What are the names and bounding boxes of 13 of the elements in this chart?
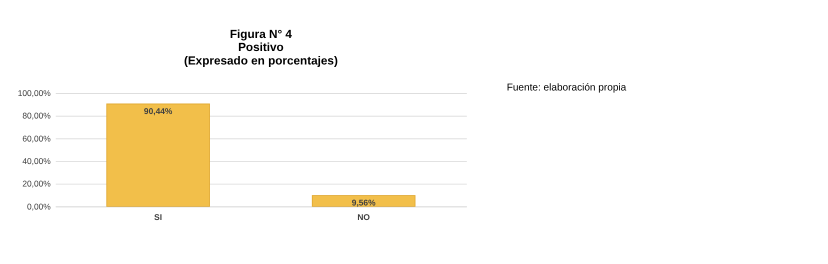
source-note: Fuente: elaboración propia bbox=[506, 82, 627, 94]
y-tick-label: 80,00% bbox=[22, 110, 52, 121]
x-tick-label: NO bbox=[357, 212, 370, 222]
chart-title: Figura N° 4 bbox=[230, 28, 292, 41]
y-tick-label: 60,00% bbox=[22, 133, 52, 144]
chart-subtitle: Positivo (Expresado en porcentajes) bbox=[184, 41, 338, 68]
y-tick-label: 20,00% bbox=[22, 178, 52, 189]
data-label: 90,44% bbox=[144, 106, 173, 116]
y-tick-label: 100,00% bbox=[18, 88, 52, 98]
y-tick-label: 40,00% bbox=[22, 156, 52, 166]
x-tick-label: SI bbox=[154, 212, 162, 222]
y-tick-label: 0,00% bbox=[27, 201, 52, 212]
data-label: 9,56% bbox=[352, 198, 376, 208]
